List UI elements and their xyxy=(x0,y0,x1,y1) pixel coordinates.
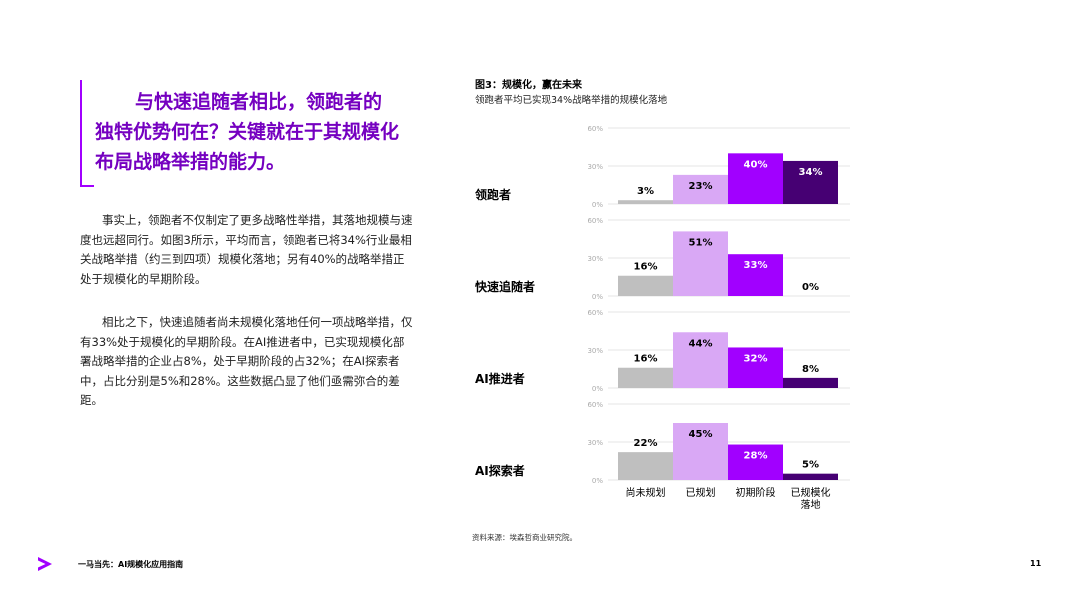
data-label: 0% xyxy=(802,282,819,293)
footer-title: 一马当先：AI规模化应用指南 xyxy=(78,560,184,569)
x-category-label: 已规模化落地 xyxy=(791,486,831,511)
callout-frame xyxy=(80,80,412,186)
callout-heading: 与快速追随者相比，领跑者的 独特优势何在？关键就在于其规模化 布局战略举措的能力… xyxy=(95,87,420,177)
callout-line-3: 布局战略举措的能力。 xyxy=(95,151,286,173)
data-label: 16% xyxy=(634,262,658,273)
figure-subtitle: 领跑者平均已实现34%战略举措的规模化落地 xyxy=(475,95,668,106)
data-label: 5% xyxy=(802,460,819,471)
data-label: 45% xyxy=(689,429,713,440)
bar xyxy=(618,452,673,480)
panel-label: AI探索者 xyxy=(475,463,525,478)
y-tick-label: 0% xyxy=(592,385,603,393)
y-tick-label: 0% xyxy=(592,201,603,209)
y-tick-label: 60% xyxy=(587,401,603,409)
data-label: 32% xyxy=(744,353,768,364)
x-category-label: 初期阶段 xyxy=(736,486,776,499)
y-tick-label: 60% xyxy=(587,125,603,133)
callout-line-2: 独特优势何在？关键就在于其规模化 xyxy=(95,121,400,143)
data-label: 23% xyxy=(689,181,713,192)
y-tick-label: 60% xyxy=(587,217,603,225)
y-tick-label: 30% xyxy=(587,347,603,355)
bar xyxy=(618,200,673,204)
y-tick-label: 30% xyxy=(587,439,603,447)
y-tick-label: 0% xyxy=(592,293,603,301)
data-label: 44% xyxy=(689,338,713,349)
bar xyxy=(673,332,728,388)
bar xyxy=(728,254,783,296)
y-tick-label: 60% xyxy=(587,309,603,317)
callout-line-1: 与快速追随者相比，领跑者的 xyxy=(135,91,383,113)
data-label: 40% xyxy=(744,159,768,170)
data-label: 51% xyxy=(689,237,713,248)
data-label: 34% xyxy=(799,167,823,178)
callout-corner-mark xyxy=(80,185,94,187)
figure-source: 资料来源：埃森哲商业研究院。 xyxy=(472,533,577,542)
y-tick-label: 30% xyxy=(587,163,603,171)
body-paragraph-2: 相比之下，快速追随者尚未规模化落地任何一项战略举措，仅有33%处于规模化的早期阶… xyxy=(80,315,413,407)
y-tick-label: 30% xyxy=(587,255,603,263)
bar xyxy=(673,423,728,480)
bar xyxy=(728,347,783,388)
bar xyxy=(618,275,673,296)
page-number: 11 xyxy=(1030,559,1042,568)
data-label: 8% xyxy=(802,364,819,375)
bar xyxy=(728,444,783,480)
panel-label: 领跑者 xyxy=(475,187,511,202)
data-label: 16% xyxy=(634,354,658,365)
body-paragraph-1: 事实上，领跑者不仅制定了更多战略性举措，其落地规模与速度也远超同行。如图3所示，… xyxy=(80,213,413,286)
bar-chart: 60% 30% 0% 领跑者 3% 23% 40% 34% 60% 30% 0% 快速追随者 16% 51… xyxy=(475,125,850,511)
data-label: 28% xyxy=(744,451,768,462)
bar xyxy=(783,160,838,204)
data-label: 22% xyxy=(634,438,658,449)
panel-label: AI推进者 xyxy=(475,371,525,386)
bar xyxy=(783,473,838,480)
bar xyxy=(673,174,728,204)
x-category-label: 已规划 xyxy=(686,486,716,499)
data-label: 33% xyxy=(744,260,768,271)
brand-chevron-icon xyxy=(38,557,52,571)
y-tick-label: 0% xyxy=(592,477,603,485)
bar xyxy=(728,153,783,204)
figure-title: 图3：规模化，赢在未来 xyxy=(475,80,582,91)
bar xyxy=(618,367,673,388)
bar xyxy=(673,231,728,296)
x-category-label: 尚未规划 xyxy=(626,486,666,499)
bar xyxy=(783,377,838,388)
panel-label: 快速追随者 xyxy=(475,279,535,294)
data-label: 3% xyxy=(637,186,654,197)
